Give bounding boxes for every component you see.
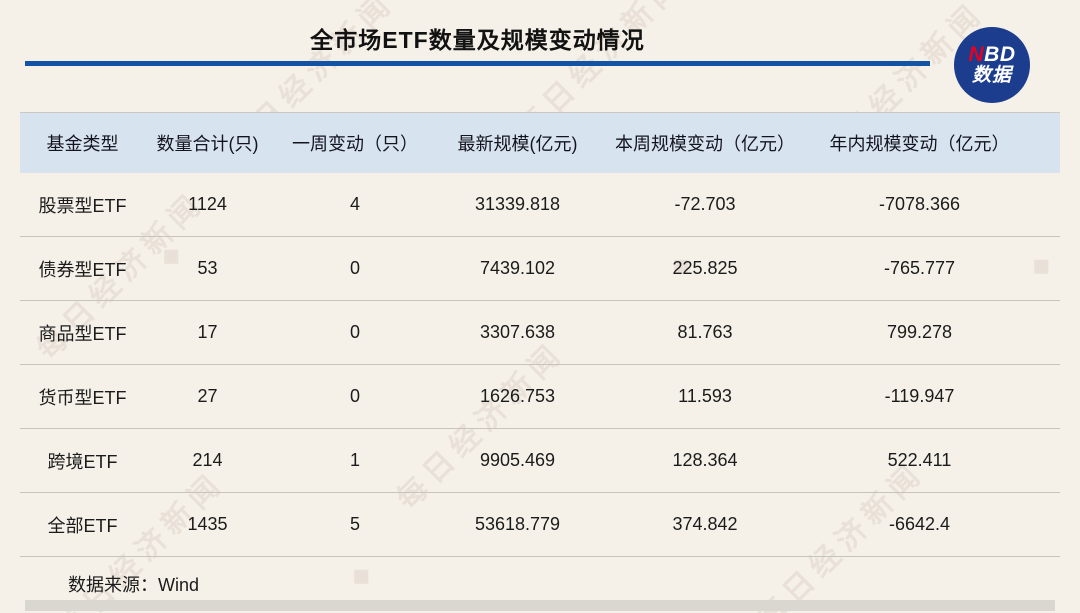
value-cell: 7439.102 — [479, 258, 556, 278]
fund-type-cell: 全部ETF — [47, 515, 118, 536]
data-source-note: 数据来源：Wind — [68, 575, 200, 595]
column-header: 基金类型 — [46, 134, 119, 154]
value-cell: 214 — [192, 450, 223, 470]
value-cell: 53618.779 — [474, 514, 561, 534]
nbd-logo-subtext: 数据 — [971, 65, 1012, 87]
value-cell: 225.825 — [672, 258, 738, 278]
table-row: 全部ETF 1435 5 53618.779 374.842 -6642.4 — [20, 493, 1060, 557]
value-cell: 9905.469 — [479, 450, 556, 470]
value-cell: 799.278 — [886, 322, 953, 342]
column-header: 年内规模变动（亿元） — [829, 134, 1010, 154]
table-row: 跨境ETF 214 1 9905.469 128.364 522.411 — [20, 429, 1060, 493]
value-cell: 0 — [349, 322, 360, 342]
nbd-logo-text: NBD — [968, 43, 1016, 66]
fund-type-cell: 商品型ETF — [38, 323, 127, 344]
column-header: 最新规模(亿元) — [457, 134, 578, 154]
value-cell: 3307.638 — [479, 322, 556, 342]
value-cell: 1626.753 — [479, 386, 556, 406]
column-header: 数量合计(只) — [156, 134, 259, 154]
value-cell: 1 — [349, 450, 360, 470]
value-cell: 31339.818 — [474, 194, 561, 214]
value-cell: 128.364 — [672, 450, 738, 470]
value-cell: 374.842 — [672, 514, 738, 534]
nbd-watermark-logo-icon: ◆ — [341, 557, 378, 593]
table-row: 债券型ETF 53 0 7439.102 225.825 -765.777 — [20, 237, 1060, 301]
value-cell: 1124 — [188, 194, 227, 214]
title-underline — [25, 61, 930, 66]
value-cell: 5 — [349, 514, 360, 534]
value-cell: 4 — [349, 194, 360, 214]
table-header-row: 基金类型 数量合计(只) 一周变动（只） 最新规模(亿元) 本周规模变动（亿元） 年内规模… — [20, 112, 1060, 173]
fund-type-cell: 债券型ETF — [38, 259, 127, 280]
value-cell: -765.777 — [883, 258, 956, 278]
etf-table: 基金类型 数量合计(只) 一周变动（只） 最新规模(亿元) 本周规模变动（亿元） 年内规模… — [20, 112, 1060, 557]
fund-type-cell: 股票型ETF — [38, 195, 127, 216]
page-title: 全市场ETF数量及规模变动情况 — [310, 27, 645, 53]
value-cell: 0 — [349, 386, 360, 406]
value-cell: 17 — [197, 322, 218, 342]
value-cell: -119.947 — [884, 386, 955, 406]
value-cell: -6642.4 — [888, 514, 951, 534]
table-body: 股票型ETF 1124 4 31339.818 -72.703 -7078.366 债券型E… — [20, 173, 1060, 557]
value-cell: -72.703 — [674, 194, 736, 214]
fund-type-cell: 货币型ETF — [38, 387, 127, 408]
value-cell: 81.763 — [677, 322, 733, 342]
table-row: 商品型ETF 17 0 3307.638 81.763 799.278 — [20, 301, 1060, 365]
value-cell: 27 — [197, 386, 218, 406]
table-row: 股票型ETF 1124 4 31339.818 -72.703 -7078.366 — [20, 173, 1060, 237]
value-cell: 53 — [197, 258, 218, 278]
value-cell: 0 — [349, 258, 360, 278]
value-cell: -7078.366 — [878, 194, 961, 214]
column-header: 本周规模变动（亿元） — [615, 134, 795, 154]
nbd-logo: NBD 数据 — [954, 27, 1030, 103]
fund-type-cell: 跨境ETF — [47, 451, 118, 472]
value-cell: 11.593 — [678, 386, 732, 406]
value-cell: 522.411 — [887, 450, 952, 470]
column-header: 一周变动（只） — [292, 134, 418, 154]
table-row: 货币型ETF 27 0 1626.753 11.593 -119.947 — [20, 365, 1060, 429]
value-cell: 1435 — [187, 514, 228, 534]
footer-divider-bar — [25, 600, 1055, 611]
